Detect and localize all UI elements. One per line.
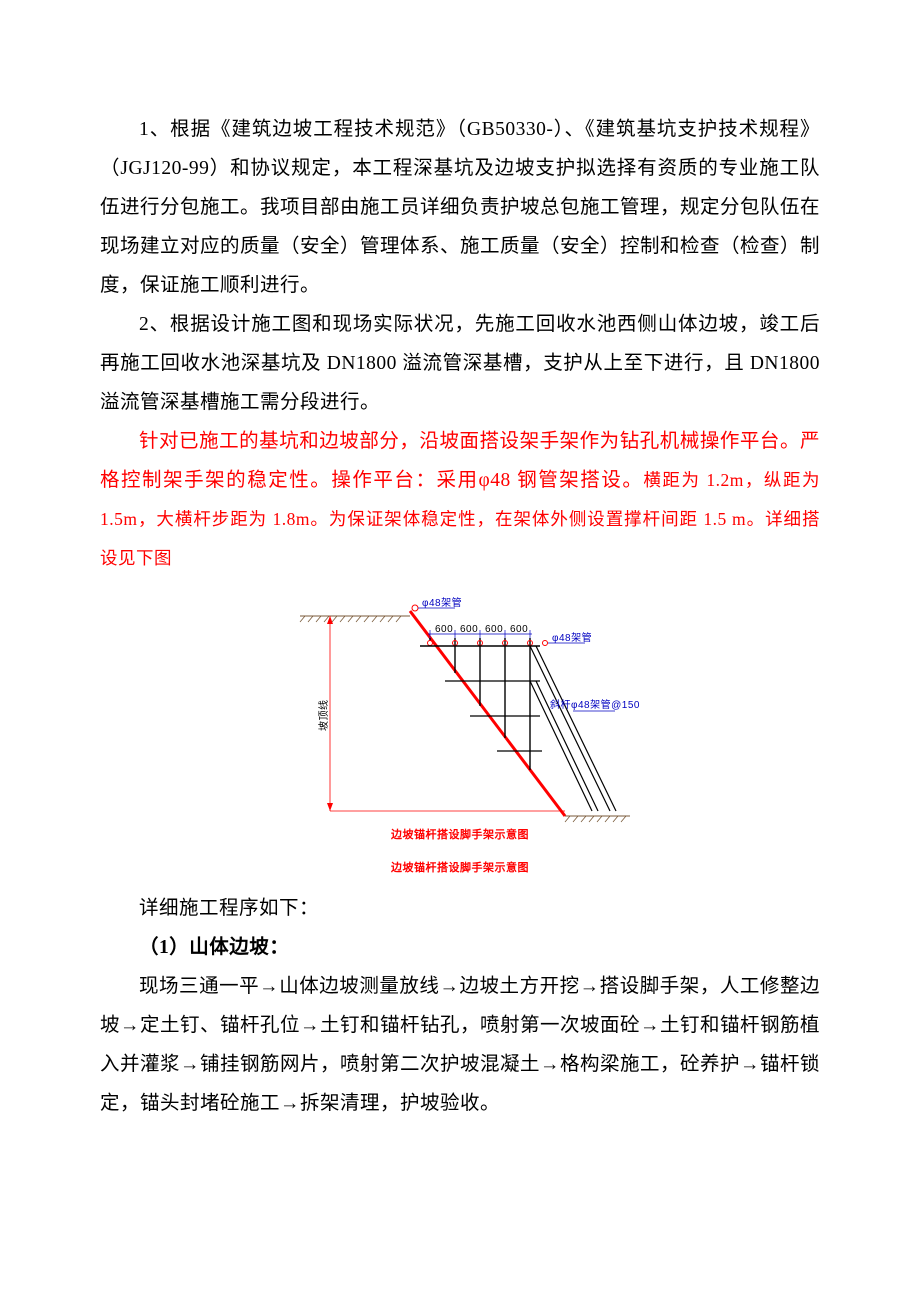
diagram-vert-label: 坡顶线	[317, 700, 330, 732]
scaffold-diagram: φ48架管 坡顶线	[100, 586, 820, 885]
diagram-label-top: φ48架管	[422, 596, 462, 609]
document-page: 1、根据《建筑边坡工程技术规范》（GB50330-）、《建筑基坑支护技术规程》（…	[0, 0, 920, 1203]
paragraph-1: 1、根据《建筑边坡工程技术规范》（GB50330-）、《建筑基坑支护技术规程》（…	[100, 110, 820, 305]
paragraph-2: 2、根据设计施工图和现场实际状况，先施工回收水池西侧山体边坡，竣工后再施工回收水…	[100, 305, 820, 422]
dim-3: 600	[510, 624, 528, 635]
dim-2: 600	[485, 624, 503, 635]
diagram-caption: 边坡锚杆搭设脚手架示意图	[390, 827, 529, 841]
heading-mountain-slope: （1）山体边坡：	[100, 928, 820, 967]
paragraph-3: 针对已施工的基坑和边坡部分，沿坡面搭设架手架作为钻孔机械操作平台。严格控制架手架…	[100, 422, 820, 578]
diagram-label-right: φ48架管	[552, 631, 592, 644]
paragraph-6: 现场三通一平→山体边坡测量放线→边坡土方开挖→搭设脚手架，人工修整边坡→定土钉、…	[100, 967, 820, 1123]
diagram-label-brace: 斜杆φ48架管@1500	[550, 698, 640, 711]
dim-0: 600	[435, 624, 453, 635]
scaffold-svg: φ48架管 坡顶线	[280, 586, 640, 846]
dim-1: 600	[460, 624, 478, 635]
diagram-caption-below: 边坡锚杆搭设脚手架示意图	[391, 862, 529, 874]
paragraph-4: 详细施工程序如下：	[100, 889, 820, 928]
